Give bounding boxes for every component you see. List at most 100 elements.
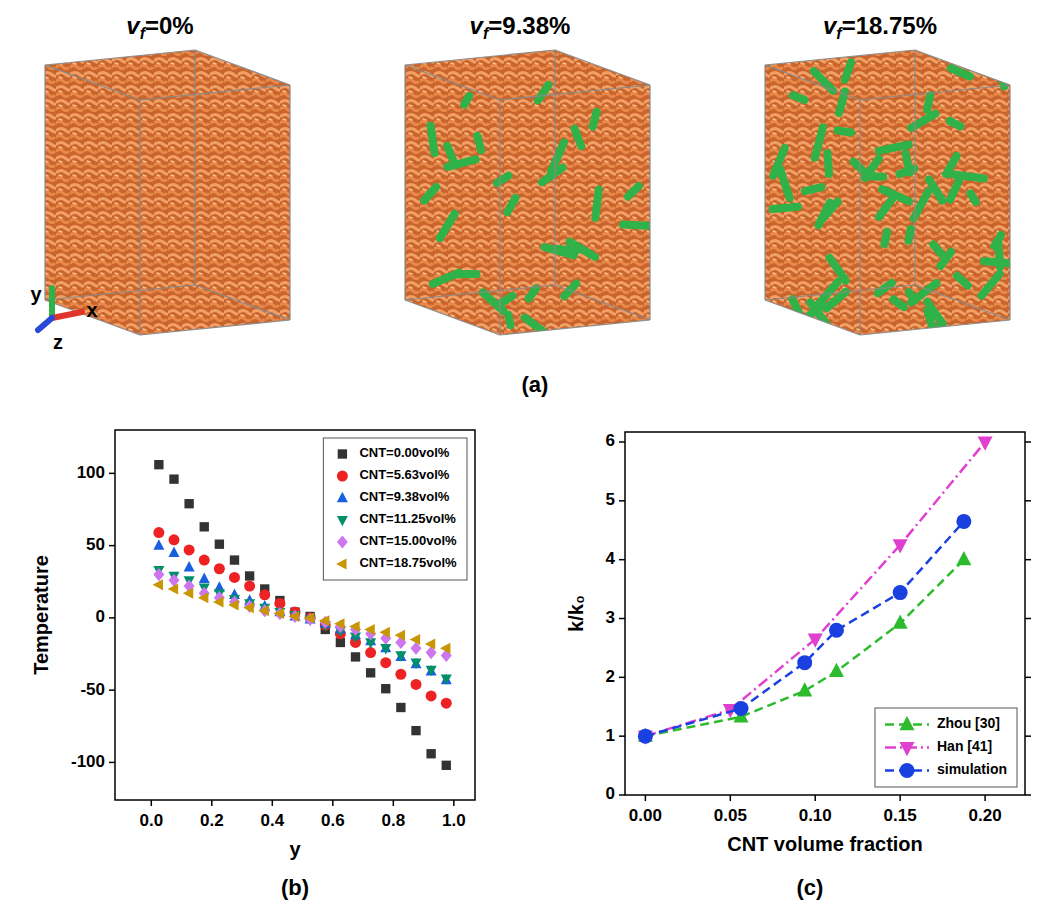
legend-marker — [899, 742, 914, 756]
data-point — [638, 729, 653, 744]
panel-title: vf=18.75% — [823, 12, 937, 42]
cube-edge — [140, 85, 290, 100]
x-tick-label: 0.05 — [714, 806, 747, 825]
x-tick-label: 1.0 — [442, 811, 466, 830]
cnt-tube — [971, 194, 976, 203]
y-tick-right — [1025, 794, 1031, 796]
cnt-tube — [865, 159, 879, 178]
triad-arrow — [49, 288, 55, 318]
x-tick-label: 0.15 — [884, 806, 917, 825]
panel-title: vf=0% — [126, 12, 193, 42]
x-axis-title: CNT volume fraction — [727, 833, 923, 855]
x-tick — [211, 800, 213, 806]
cube-edge — [859, 100, 860, 335]
y-tick — [619, 559, 625, 561]
cnt-tube — [999, 69, 1004, 87]
data-point — [380, 657, 391, 668]
cnt-tube — [909, 292, 915, 300]
x-tick-label: 0.0 — [139, 811, 163, 830]
triad-arrow — [38, 318, 52, 330]
y-tick-right — [1025, 559, 1031, 561]
data-point — [829, 623, 844, 638]
x-axis-title: y — [289, 838, 301, 860]
x-tick-label: 0.6 — [321, 811, 345, 830]
data-point — [379, 627, 389, 638]
panel-letter: (c) — [797, 875, 824, 900]
cnt-tube — [564, 283, 576, 296]
cnt-tube — [793, 95, 805, 100]
cube-edge — [765, 285, 915, 300]
data-point — [410, 634, 420, 645]
legend: Zhou [30]Han [41]simulation — [875, 708, 1017, 787]
cnt-tube — [542, 168, 563, 182]
legend-frame — [875, 708, 1017, 787]
x-tick — [645, 795, 647, 801]
legend-marker — [899, 763, 914, 778]
x-tick — [151, 800, 153, 806]
series — [153, 568, 451, 662]
cube-body — [765, 50, 1010, 340]
title-text: =0% — [145, 12, 194, 39]
series-line — [645, 521, 963, 736]
data-point — [259, 604, 270, 617]
series — [153, 579, 451, 654]
y-tick — [109, 762, 115, 764]
data-point — [441, 674, 452, 684]
cnt-tube — [879, 196, 894, 217]
data-point — [366, 668, 375, 677]
x-tick-label: 0.00 — [629, 806, 662, 825]
cnt-tube — [923, 328, 939, 341]
data-point — [168, 583, 178, 594]
data-point — [426, 749, 435, 758]
y-tick-label: -100 — [71, 752, 105, 771]
cnt-tube — [497, 176, 509, 183]
panel-title: vf=9.38% — [470, 12, 571, 42]
cube-edge — [45, 50, 195, 65]
cnt-tube — [595, 189, 598, 217]
data-point — [411, 658, 422, 668]
y-tick — [619, 618, 625, 620]
cnt-tube — [508, 315, 510, 325]
data-point — [153, 539, 164, 549]
data-point — [440, 643, 450, 654]
cnt-tube — [507, 198, 515, 212]
data-point — [304, 612, 314, 623]
cube-fill — [45, 50, 290, 335]
data-point — [395, 651, 406, 661]
y-tick — [109, 473, 115, 475]
data-point — [411, 659, 422, 669]
data-point — [230, 555, 239, 564]
x-tick — [332, 800, 334, 806]
cnt-tube — [994, 235, 1001, 246]
cube-edge — [45, 285, 195, 300]
cube-edge — [194, 50, 195, 285]
cnt-tube — [810, 305, 823, 314]
legend-label: CNT=5.63vol% — [359, 467, 449, 482]
data-point — [274, 608, 284, 619]
data-point — [200, 522, 209, 531]
data-point — [395, 651, 406, 661]
y-tick — [619, 794, 625, 796]
cube-edge — [555, 285, 650, 320]
cnt-tube — [477, 136, 481, 150]
cube-fill — [765, 50, 1010, 335]
title-text: =18.75% — [842, 12, 937, 39]
cnt-tube — [792, 299, 806, 327]
plot-frame — [115, 430, 475, 800]
x-tick-label: 0.10 — [799, 806, 832, 825]
data-point — [290, 610, 301, 623]
cube-edge — [405, 285, 555, 300]
y-tick-label: 1 — [606, 726, 615, 745]
data-point — [442, 761, 451, 770]
data-point — [229, 572, 240, 583]
x-tick — [814, 795, 816, 801]
y-tick — [619, 735, 625, 737]
cube-edge — [140, 320, 290, 335]
x-tick-label: 0.8 — [381, 811, 405, 830]
cnt-tube — [773, 148, 784, 176]
cnt-tube — [593, 112, 597, 127]
cnt-tube — [574, 129, 581, 147]
data-point — [364, 624, 374, 635]
data-point — [153, 527, 164, 538]
legend-label: CNT=15.00vol% — [359, 533, 457, 548]
